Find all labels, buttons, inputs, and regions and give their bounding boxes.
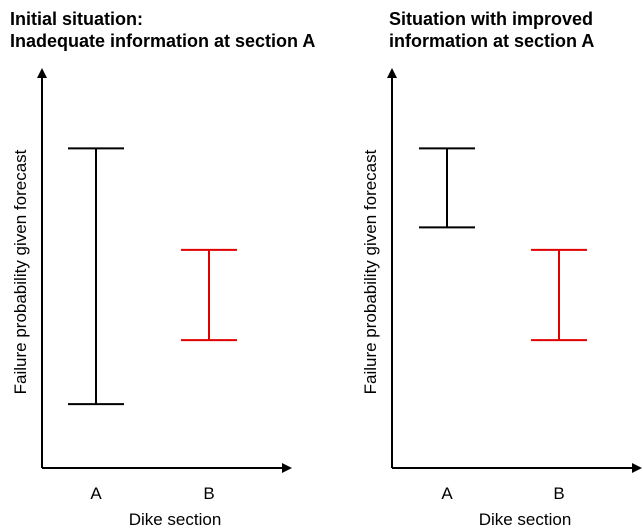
x-tick-label: A [441, 484, 453, 503]
chart-title-left: Initial situation: Inadequate informatio… [10, 8, 315, 52]
y-axis-label: Failure probability given forecast [361, 149, 380, 394]
x-tick-label: B [203, 484, 214, 503]
x-tick-label: A [90, 484, 102, 503]
title-line: Inadequate information at section A [10, 31, 316, 51]
x-axis-label: Dike section [479, 510, 572, 528]
title-line: information at section A [389, 31, 595, 51]
y-axis-label: Failure probability given forecast [11, 149, 30, 394]
x-tick-label: B [553, 484, 564, 503]
title-line: Initial situation: [10, 9, 143, 29]
title-line: Situation with improved [389, 9, 594, 29]
x-axis-label: Dike section [129, 510, 222, 528]
chart-title-right: Situation with improved information at s… [389, 8, 594, 52]
